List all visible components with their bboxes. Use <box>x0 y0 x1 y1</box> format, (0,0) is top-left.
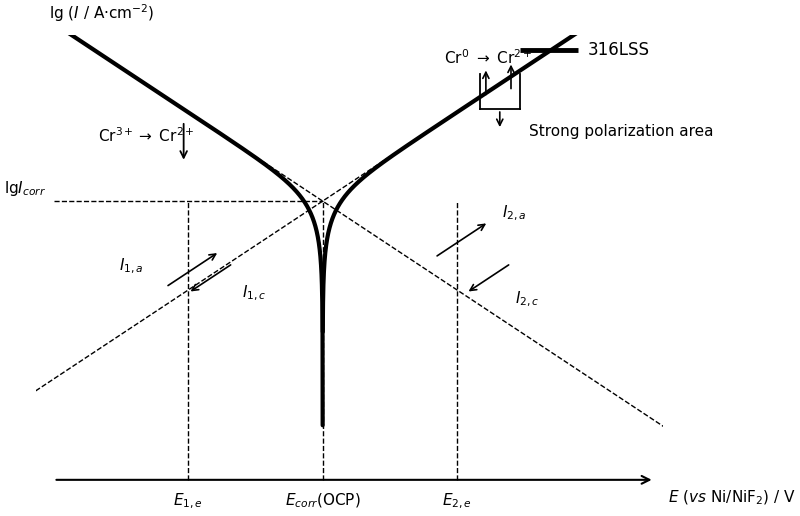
Text: $I_{2,c}$: $I_{2,c}$ <box>515 289 540 309</box>
Text: Cr$^{3+}$$\to$ Cr$^{2+}$: Cr$^{3+}$$\to$ Cr$^{2+}$ <box>98 126 195 145</box>
Text: Cr$^0$ $\to$ Cr$^{2+}$: Cr$^0$ $\to$ Cr$^{2+}$ <box>444 48 532 67</box>
Text: lg$I_{corr}$: lg$I_{corr}$ <box>4 179 46 198</box>
Text: $E_{1,e}$: $E_{1,e}$ <box>173 492 203 511</box>
Text: $E_{2,e}$: $E_{2,e}$ <box>442 492 472 511</box>
Text: $E_{corr}$(OCP): $E_{corr}$(OCP) <box>285 492 361 510</box>
Text: $I_{1,c}$: $I_{1,c}$ <box>242 283 266 303</box>
Text: lg ($I$ / A·cm$^{-2}$): lg ($I$ / A·cm$^{-2}$) <box>49 3 154 24</box>
Text: $I_{1,a}$: $I_{1,a}$ <box>118 256 143 276</box>
Text: $E$ ($vs$ Ni/NiF$_2$) / V: $E$ ($vs$ Ni/NiF$_2$) / V <box>668 489 796 507</box>
Text: $I_{2,a}$: $I_{2,a}$ <box>502 203 526 222</box>
Text: 316LSS: 316LSS <box>587 41 650 59</box>
Text: Strong polarization area: Strong polarization area <box>529 124 714 139</box>
